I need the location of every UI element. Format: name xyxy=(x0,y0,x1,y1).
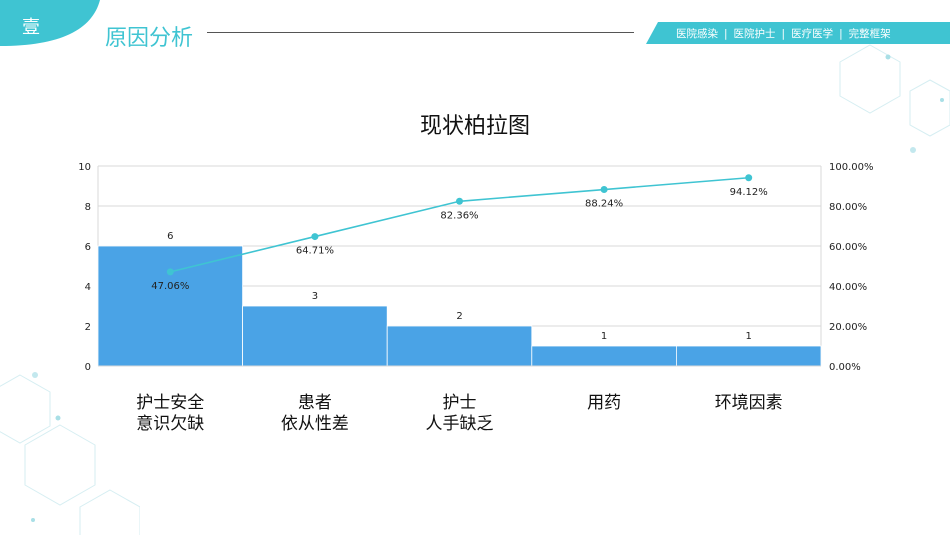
cumulative-label: 47.06% xyxy=(151,281,189,292)
cumulative-point xyxy=(745,174,753,182)
cumulative-line xyxy=(170,176,749,273)
tag-list: 医院感染 | 医院护士 | 医疗医学 | 完整框架 xyxy=(676,28,891,40)
tag-item: 完整框架 xyxy=(848,28,891,40)
bar-value-label: 1 xyxy=(601,331,607,342)
bar-value-label: 1 xyxy=(746,331,752,342)
x-category-label: 护士安全 意识欠缺 xyxy=(98,393,243,435)
cumulative-point xyxy=(311,233,319,241)
y2-tick-label: 0.00% xyxy=(829,362,861,373)
chart-title: 现状柏拉图 xyxy=(419,114,530,139)
x-category-label-line: 用药 xyxy=(587,393,622,413)
x-category-label: 患者 依从性差 xyxy=(242,393,387,435)
y-tick-label: 4 xyxy=(85,282,91,293)
tag-item: 医院护士 xyxy=(733,28,776,40)
cumulative-label: 82.36% xyxy=(440,210,478,221)
bar xyxy=(531,345,677,367)
y-tick-label: 6 xyxy=(85,242,91,253)
y2-tick-label: 80.00% xyxy=(829,202,867,213)
bar xyxy=(676,345,822,367)
x-category-label-line: 护士 xyxy=(442,393,477,413)
tag-item: 医疗医学 xyxy=(791,28,834,40)
y2-tick-label: 60.00% xyxy=(829,242,867,253)
cumulative-point xyxy=(600,186,608,194)
x-category-label-line: 依从性差 xyxy=(280,414,349,434)
bar xyxy=(97,245,244,367)
x-category-label: 环境因素 xyxy=(676,393,821,414)
x-category-label: 护士 人手缺乏 xyxy=(387,393,532,435)
y-tick-label: 0 xyxy=(85,362,91,373)
title-divider xyxy=(207,32,634,33)
hex-decoration-bottom-left xyxy=(0,372,140,535)
cumulative-label: 94.12% xyxy=(730,187,768,198)
cumulative-label: 88.24% xyxy=(585,199,623,210)
x-category-label-line: 护士安全 xyxy=(136,393,205,413)
bar-value-label: 3 xyxy=(312,291,318,302)
cumulative-label: 64.71% xyxy=(296,246,334,257)
bar xyxy=(386,325,533,367)
x-category-label-line: 人手缺乏 xyxy=(425,414,494,434)
y-tick-label: 10 xyxy=(78,162,91,173)
y-tick-label: 2 xyxy=(85,322,91,333)
corner-label: 壹 xyxy=(22,17,40,38)
y2-tick-label: 40.00% xyxy=(829,282,867,293)
section-title: 原因分析 xyxy=(105,26,194,51)
tag-item: 医院感染 xyxy=(676,28,718,40)
x-category-label-line: 环境因素 xyxy=(714,393,783,413)
y2-tick-label: 100.00% xyxy=(829,162,874,173)
tag-bar xyxy=(646,22,950,44)
corner-tab xyxy=(0,0,100,46)
bar xyxy=(242,305,388,367)
y2-tick-label: 20.00% xyxy=(829,322,867,333)
y-tick-label: 8 xyxy=(85,202,91,213)
bar-value-label: 6 xyxy=(167,231,173,242)
x-category-label-line: 患者 xyxy=(297,393,332,413)
hex-decoration-top-right xyxy=(839,44,950,153)
x-category-label: 用药 xyxy=(532,393,677,414)
cumulative-point xyxy=(456,197,463,205)
x-category-label-line: 意识欠缺 xyxy=(136,414,205,434)
bar-value-label: 2 xyxy=(456,311,462,322)
cumulative-point xyxy=(166,268,174,276)
